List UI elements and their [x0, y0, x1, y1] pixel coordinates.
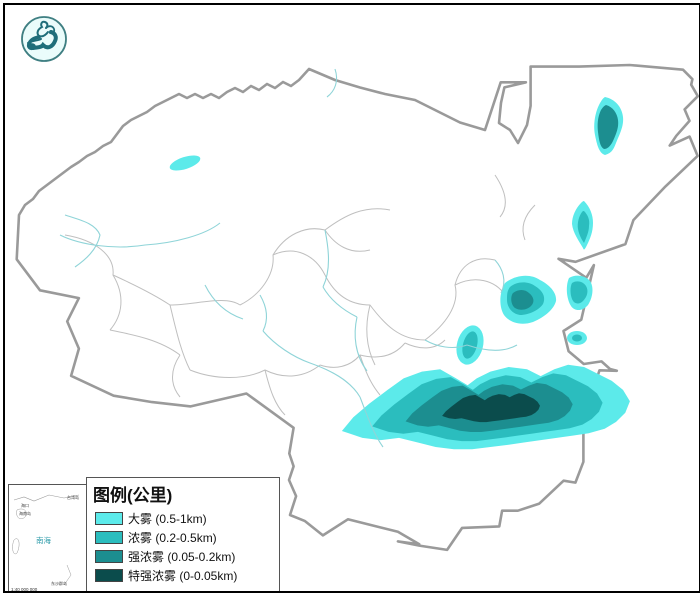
- svg-text:1:40 000 000: 1:40 000 000: [11, 587, 38, 592]
- svg-text:东沙群岛: 东沙群岛: [51, 580, 67, 586]
- svg-text:南海: 南海: [36, 535, 51, 545]
- svg-text:台湾岛: 台湾岛: [67, 494, 79, 500]
- svg-text:海口: 海口: [21, 502, 29, 508]
- svg-text:海南岛: 海南岛: [19, 510, 31, 516]
